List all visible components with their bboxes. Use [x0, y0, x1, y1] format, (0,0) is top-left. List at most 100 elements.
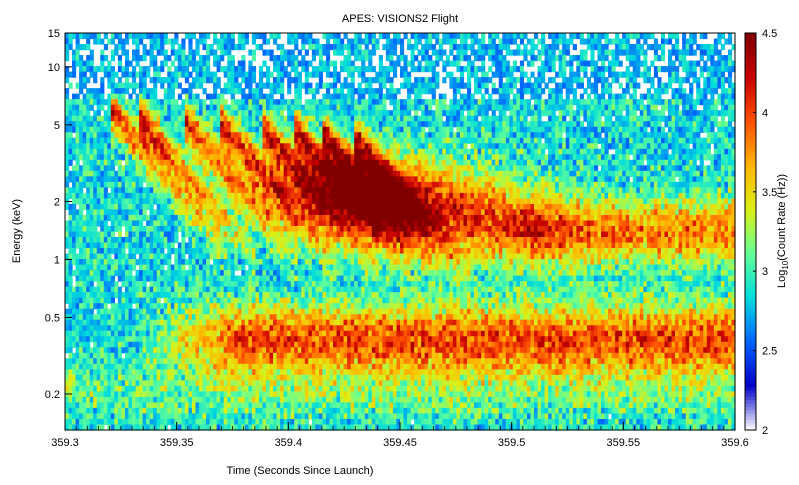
heatmap-cell	[149, 132, 154, 139]
heatmap-cell	[241, 38, 246, 45]
heatmap-cell	[294, 38, 299, 45]
heatmap-cell	[671, 66, 676, 73]
heatmap-cell	[72, 126, 77, 133]
heatmap-cell	[442, 104, 447, 111]
heatmap-cell	[213, 187, 218, 194]
heatmap-cell	[583, 159, 588, 166]
heatmap-cell	[583, 60, 588, 67]
heatmap-cell	[216, 181, 221, 188]
heatmap-cell	[280, 198, 285, 205]
heatmap-cell	[562, 192, 567, 200]
heatmap-cell	[452, 88, 458, 95]
heatmap-cell	[199, 104, 204, 111]
heatmap-cell	[364, 137, 369, 144]
heatmap-cell	[516, 44, 521, 51]
heatmap-cell	[632, 176, 637, 183]
heatmap-cell	[110, 154, 115, 161]
heatmap-cell	[579, 192, 584, 200]
heatmap-cell	[456, 137, 461, 144]
heatmap-cell	[273, 115, 278, 122]
heatmap-cell	[181, 49, 186, 56]
heatmap-cell	[139, 66, 144, 73]
heatmap-cell	[124, 71, 130, 78]
heatmap-cell	[410, 176, 415, 183]
heatmap-cell	[340, 88, 345, 95]
heatmap-cell	[491, 126, 496, 133]
heatmap-cell	[368, 176, 373, 183]
heatmap-cell	[551, 143, 556, 150]
heatmap-cell	[579, 126, 584, 133]
heatmap-cell	[565, 104, 570, 111]
heatmap-cell	[329, 159, 334, 166]
heatmap-cell	[216, 115, 221, 122]
heatmap-cell	[322, 44, 327, 51]
heatmap-cell	[336, 181, 341, 188]
heatmap-cell	[530, 60, 535, 67]
heatmap-cell	[301, 132, 306, 139]
heatmap-cell	[248, 187, 253, 194]
heatmap-cell	[407, 143, 412, 150]
heatmap-cell	[555, 132, 560, 139]
heatmap-cell	[601, 126, 606, 133]
heatmap-cell	[392, 115, 398, 122]
heatmap-cell	[262, 33, 267, 40]
heatmap-cell	[318, 187, 324, 194]
heatmap-cell	[650, 170, 655, 177]
heatmap-cell	[304, 181, 309, 188]
heatmap-cell	[283, 55, 288, 62]
heatmap-cell	[579, 176, 584, 183]
heatmap-cell	[502, 99, 507, 106]
heatmap-cell	[301, 170, 306, 177]
heatmap-cell	[601, 66, 606, 73]
heatmap-cell	[639, 110, 644, 117]
heatmap-cell	[459, 33, 465, 40]
heatmap-cell	[625, 132, 630, 139]
heatmap-cell	[308, 71, 313, 78]
heatmap-cell	[477, 77, 482, 84]
heatmap-cell	[565, 148, 570, 155]
heatmap-cell	[491, 33, 496, 40]
heatmap-cell	[678, 55, 683, 62]
heatmap-cell	[371, 115, 376, 122]
heatmap-cell	[107, 176, 112, 183]
heatmap-cell	[569, 165, 574, 172]
heatmap-cell	[107, 38, 112, 45]
heatmap-cell	[361, 170, 366, 177]
heatmap-cell	[470, 165, 475, 172]
heatmap-cell	[435, 192, 440, 200]
heatmap-cell	[509, 148, 514, 155]
heatmap-cell	[710, 55, 715, 62]
heatmap-cell	[110, 55, 115, 62]
heatmap-cell	[558, 49, 563, 56]
heatmap-cell	[579, 77, 584, 84]
heatmap-cell	[636, 82, 641, 89]
heatmap-cell	[488, 170, 493, 177]
heatmap-cell	[583, 115, 588, 122]
heatmap-cell	[311, 137, 316, 144]
heatmap-cell	[213, 143, 218, 150]
heatmap-cell	[156, 33, 161, 40]
heatmap-cell	[333, 77, 338, 84]
heatmap-cell	[407, 88, 412, 95]
heatmap-cell	[325, 110, 331, 117]
heatmap-cell	[65, 55, 70, 62]
heatmap-cell	[322, 60, 327, 67]
heatmap-cell	[576, 66, 581, 73]
heatmap-cell	[93, 192, 98, 200]
heatmap-cell	[75, 44, 80, 51]
heatmap-cell	[445, 143, 450, 150]
heatmap-cell	[530, 104, 535, 111]
heatmap-cell	[350, 137, 355, 144]
heatmap-cell	[689, 38, 694, 45]
heatmap-cell	[615, 192, 620, 200]
heatmap-cell	[322, 154, 327, 161]
heatmap-cell	[477, 176, 482, 183]
heatmap-cell	[114, 143, 119, 150]
heatmap-cell	[163, 110, 168, 117]
heatmap-cell	[294, 181, 299, 188]
heatmap-cell	[562, 99, 567, 106]
heatmap-cell	[209, 110, 214, 117]
heatmap-cell	[491, 143, 496, 150]
heatmap-cell	[86, 132, 91, 139]
heatmap-cell	[103, 159, 108, 166]
